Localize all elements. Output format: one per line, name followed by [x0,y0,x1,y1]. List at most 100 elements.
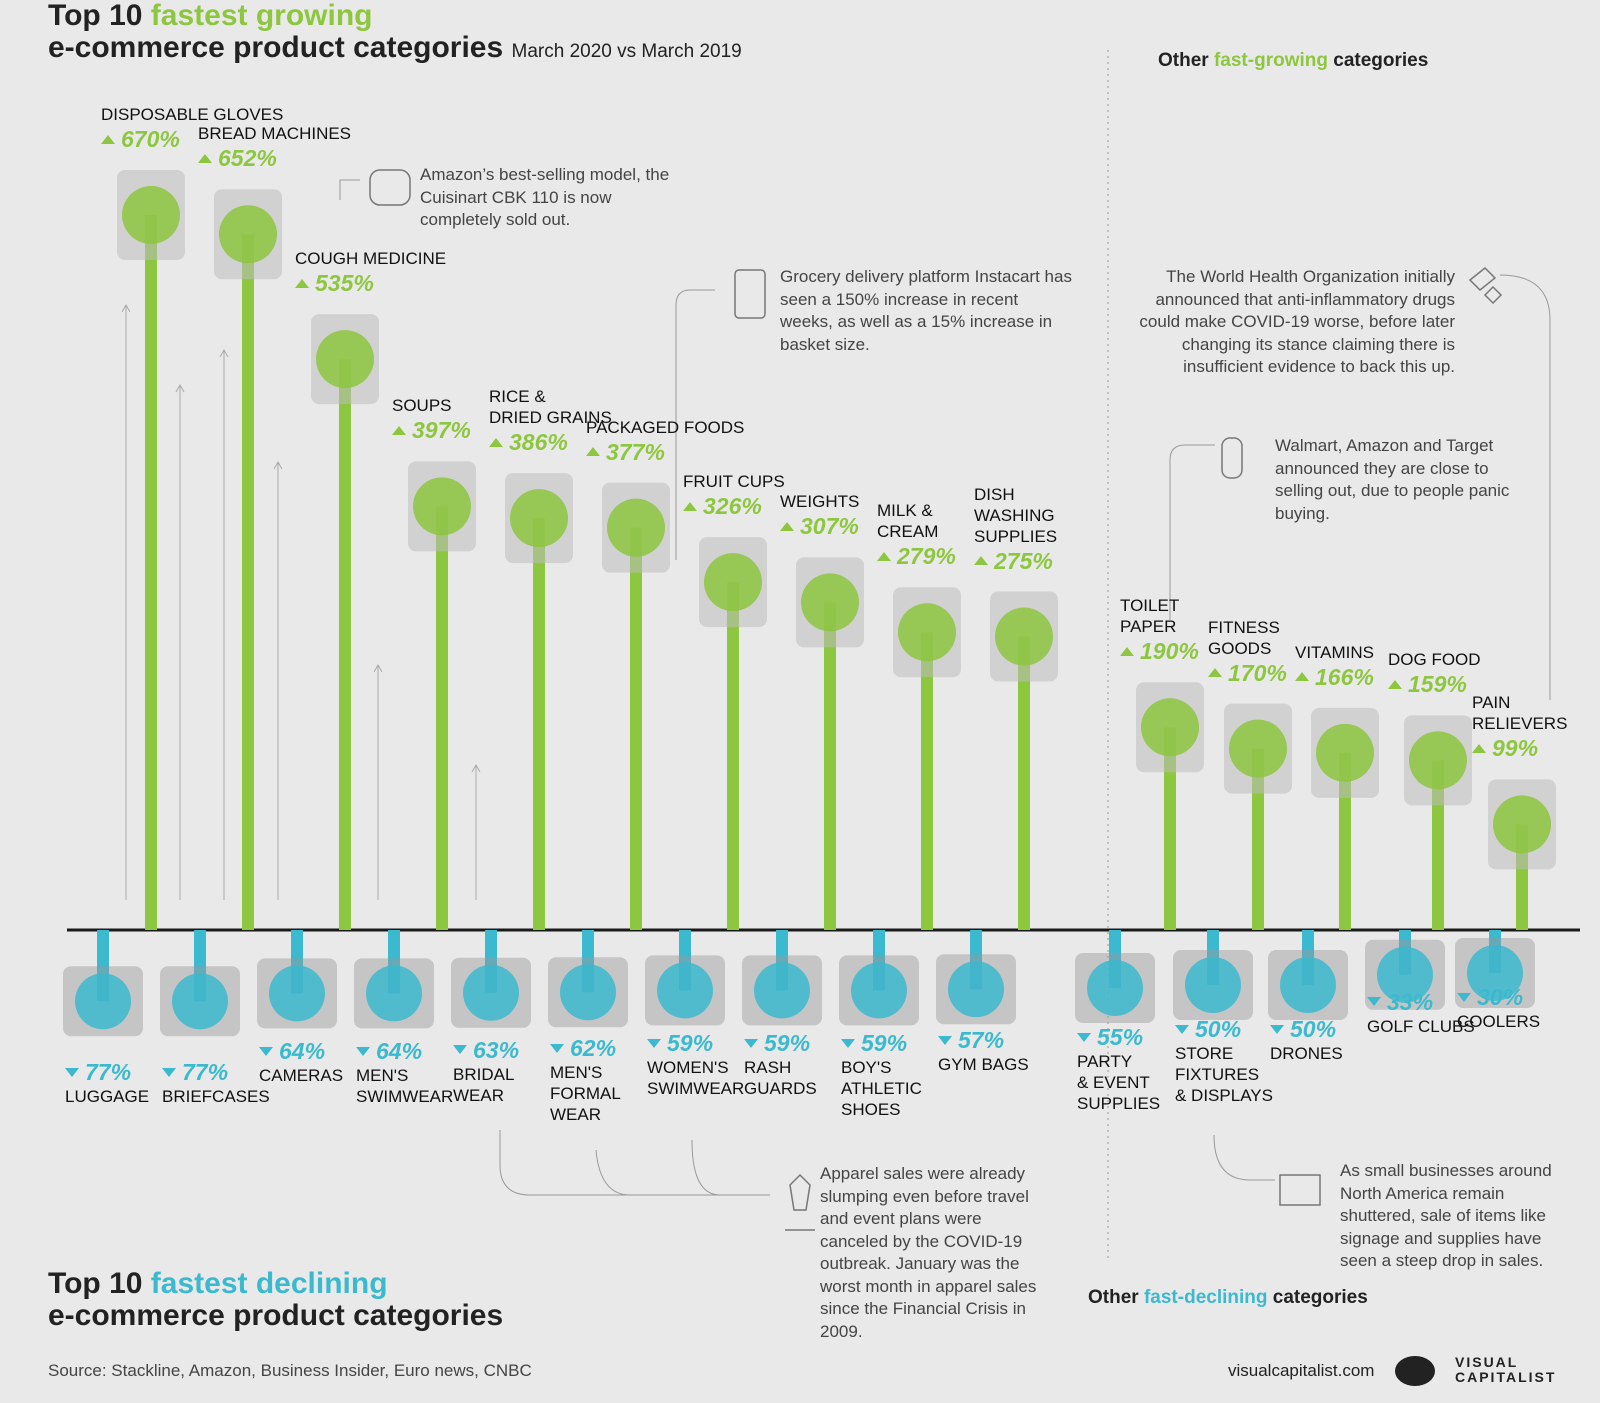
value-label: 63% [473,1036,520,1063]
value-row: 30% [1457,983,1540,1011]
category-label: 59% RASH GUARDS [744,1029,817,1099]
title-part: Top 10 [48,1267,143,1300]
dot [269,965,325,1022]
value-row: 275% [974,547,1057,575]
value-row: 59% [841,1029,922,1057]
dot [1229,719,1287,778]
value-row: 170% [1208,659,1287,687]
category-label: 50% STORE FIXTURES & DISPLAYS [1175,1015,1273,1106]
dot [851,962,907,1019]
dot [219,205,277,264]
category-name: BOY'S ATHLETIC SHOES [841,1058,922,1120]
decor-arrows [121,303,481,900]
part: categories [1333,50,1429,71]
category-name: MILK & CREAM [877,501,939,542]
website: visualcapitalist.com [1228,1361,1375,1380]
category-name: CAMERAS [259,1066,344,1086]
category-label: FRUIT CUPS 326% [683,471,785,520]
triangle-down [1367,997,1381,1007]
value-row: 307% [780,512,859,540]
value-label: 59% [764,1030,811,1057]
category-label: 55% PARTY & EVENT SUPPLIES [1077,1023,1160,1114]
connector [499,1130,770,1196]
category-name: VITAMINS [1295,642,1375,662]
value-label: 64% [376,1038,423,1065]
value-row: 55% [1077,1023,1160,1051]
logo [1395,1356,1435,1386]
category-name: GYM BAGS [938,1055,1029,1075]
triangle-down [453,1045,467,1055]
value-row: 59% [647,1029,744,1057]
value-label: 57% [958,1027,1005,1054]
value-label: 377% [606,438,665,465]
dot [1467,945,1523,1001]
category-label: DISH WASHING SUPPLIES 275% [974,484,1057,575]
category-name: BRIEFCASES [162,1087,270,1107]
value-label: 55% [1097,1024,1144,1050]
triangle-down [1175,1024,1189,1034]
triangle-up [1295,672,1309,682]
triangle-down [841,1038,855,1048]
value-row: 397% [392,416,471,444]
value-label: 190% [1140,638,1199,665]
category-label: 64% MEN'S SWIMWEAR [356,1037,453,1107]
value-label: 535% [315,270,374,297]
subtitle: March 2020 vs March 2019 [511,41,742,62]
category-name: DISH WASHING SUPPLIES [974,484,1058,546]
category-name: BRIDAL WEAR [453,1064,515,1105]
triangle-down [65,1067,79,1077]
value-label: 30% [1477,984,1524,1010]
category-label: 59% WOMEN'S SWIMWEAR [647,1029,744,1099]
triangle-down [162,1067,176,1077]
value-row: 670% [101,125,283,153]
dot [316,330,374,389]
value-label: 59% [667,1030,714,1057]
dot [122,186,180,244]
value-label: 77% [85,1059,132,1086]
triangle-up [489,437,503,447]
title-highlight: fastest declining [150,1267,388,1300]
annotation: Walmart, Amazon and Target announced the… [1275,436,1510,523]
triangle-down [356,1046,370,1056]
value-row: 99% [1472,734,1567,762]
dot [1493,795,1551,854]
value-row: 50% [1175,1015,1273,1043]
dot [366,965,422,1022]
value-label: 64% [279,1038,326,1065]
triangle-up [1388,679,1402,689]
title-highlight: fastest growing [150,0,373,32]
triangle-down [259,1046,273,1056]
dot [1280,957,1336,1013]
value-row: 652% [198,144,351,172]
value-row: 50% [1270,1015,1343,1043]
connector [691,1139,721,1196]
dot [704,553,762,612]
value-label: 670% [121,126,180,152]
category-label: SOUPS 397% [392,395,471,444]
part: Other [1088,1287,1139,1308]
category-label: MILK & CREAM 279% [877,500,956,570]
value-label: 275% [994,547,1053,574]
value-label: 50% [1195,1016,1242,1042]
part: Other [1158,50,1209,71]
dot [948,961,1004,1018]
category-label: 77% BRIEFCASES [162,1058,270,1107]
connector [675,289,715,560]
value-label: 99% [1492,735,1539,762]
value-row: 326% [683,492,785,520]
value-row: 59% [744,1029,817,1057]
dot [172,973,228,1030]
category-name: RASH GUARDS [744,1058,817,1099]
category-name: COUGH MEDICINE [295,249,447,269]
value-row: 166% [1295,663,1374,691]
dot [1087,960,1143,1016]
connector [1213,1134,1275,1181]
annotation: As small businesses around North America… [1340,1161,1552,1270]
dot [754,962,810,1019]
part: fast-declining [1143,1287,1268,1308]
category-label: 59% BOY'S ATHLETIC SHOES [841,1029,922,1120]
dot [1316,723,1374,782]
triangle-down [744,1038,758,1048]
